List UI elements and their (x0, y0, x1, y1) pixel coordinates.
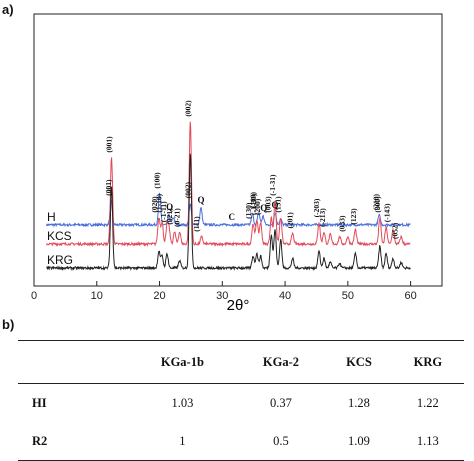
peak-annotation: (-1-30) (249, 193, 258, 215)
peak-annotation: (001) (104, 179, 113, 196)
panel-label-a: a) (2, 2, 14, 17)
peak-annotation: (033) (338, 215, 347, 232)
series-label: KRG (47, 253, 73, 267)
peak-annotation: (-1-11) (159, 201, 168, 222)
x-tick-label: 0 (31, 290, 37, 302)
peak-annotation: (020) (150, 196, 159, 213)
peak-annotation: (-213) (318, 208, 327, 227)
peak-annotation: (001) (105, 136, 114, 153)
peak-annotation: (130) (244, 202, 253, 219)
peak-annotation: (002) (183, 100, 192, 117)
table-cell: 1 (179, 433, 186, 448)
table-cell: 1.28 (347, 395, 370, 410)
peak-annotation: Q (260, 203, 267, 213)
peak-annotation: (-143) (382, 203, 391, 222)
table-cell: 1.09 (347, 433, 370, 448)
peak-annotation: Q (197, 195, 204, 205)
table-cell: 1.22 (416, 395, 439, 410)
series-label: H (47, 210, 56, 224)
x-tick-label: 60 (404, 290, 416, 302)
peak-annotation: (052) (390, 222, 399, 239)
row-label-r2: R2 (32, 433, 48, 448)
x-tick-label: 40 (279, 290, 291, 302)
series-line-krg (46, 153, 411, 272)
table-header-krg: KRG (413, 354, 443, 369)
peak-annotation: (0-21) (173, 208, 182, 227)
peak-annotation: (1-10) (154, 193, 163, 212)
table-cell: 0.5 (273, 433, 289, 448)
x-tick-label: 50 (342, 290, 354, 302)
series-line-h (46, 192, 411, 228)
hinckley-index-table: KGa-1b KGa-2 KCS KRG HI 1.03 0.37 1.28 1… (18, 340, 464, 461)
table-header-row: KGa-1b KGa-2 KCS KRG (18, 340, 464, 384)
x-tick-label: 30 (216, 290, 228, 302)
x-tick-label: 10 (91, 290, 103, 302)
table-header-kga2: KGa-2 (262, 354, 299, 369)
x-axis-label: 2θ° (227, 297, 250, 314)
series-label: KCS (47, 229, 72, 243)
plot-frame (33, 13, 443, 287)
peak-annotation: (200) (253, 198, 262, 215)
table-row: R2 1 0.5 1.09 1.13 (18, 422, 464, 461)
xrd-chart: 0 10 20 30 40 50 60 (001) (100)Q(002)QC(110)Q Q(… (31, 13, 443, 314)
x-axis-ticks: 0 10 20 30 40 50 60 (31, 281, 417, 302)
peak-annotation: (123) (349, 208, 358, 225)
series-line-kcs (46, 121, 411, 248)
peak-annotation: (-203) (312, 198, 321, 217)
x-tick-label: 20 (153, 290, 165, 302)
peak-annotation: (201) (286, 212, 295, 229)
panel-label-b: b) (2, 317, 15, 332)
peak-annotation: (002) (183, 181, 192, 198)
peak-annotation: (021) (165, 208, 174, 225)
peak-annotation: (111) (192, 216, 201, 232)
peak-annotation: (003) (264, 196, 273, 213)
peak-annotation: (110) (249, 191, 258, 207)
peak-annotations: (001) (100)Q(002)QC(110)Q Q (210)(020)(1-10… (104, 100, 399, 239)
table-cell: 1.03 (171, 395, 194, 410)
table-row: HI 1.03 0.37 1.28 1.22 (18, 384, 464, 423)
row-label-hi: HI (32, 395, 47, 410)
peak-annotation: (-1-31) (268, 174, 277, 196)
table-header-kga1b: KGa-1b (160, 354, 204, 369)
series-labels: H KCS KRG (47, 210, 73, 267)
table-cell: 1.13 (416, 433, 439, 448)
peak-annotation: (210) (372, 193, 381, 210)
table-cell: 0.37 (270, 395, 292, 410)
table-header-empty (18, 341, 129, 384)
peak-annotation: (131) (274, 196, 283, 213)
table-header-kcs: KCS (346, 354, 372, 369)
peak-annotation: Q (272, 200, 279, 210)
peak-annotation: C (228, 212, 235, 222)
peak-annotation: Q (166, 202, 173, 212)
series-layer (46, 121, 411, 272)
peak-annotation: (100) (153, 172, 162, 189)
peak-annotation: (300) (373, 196, 382, 213)
